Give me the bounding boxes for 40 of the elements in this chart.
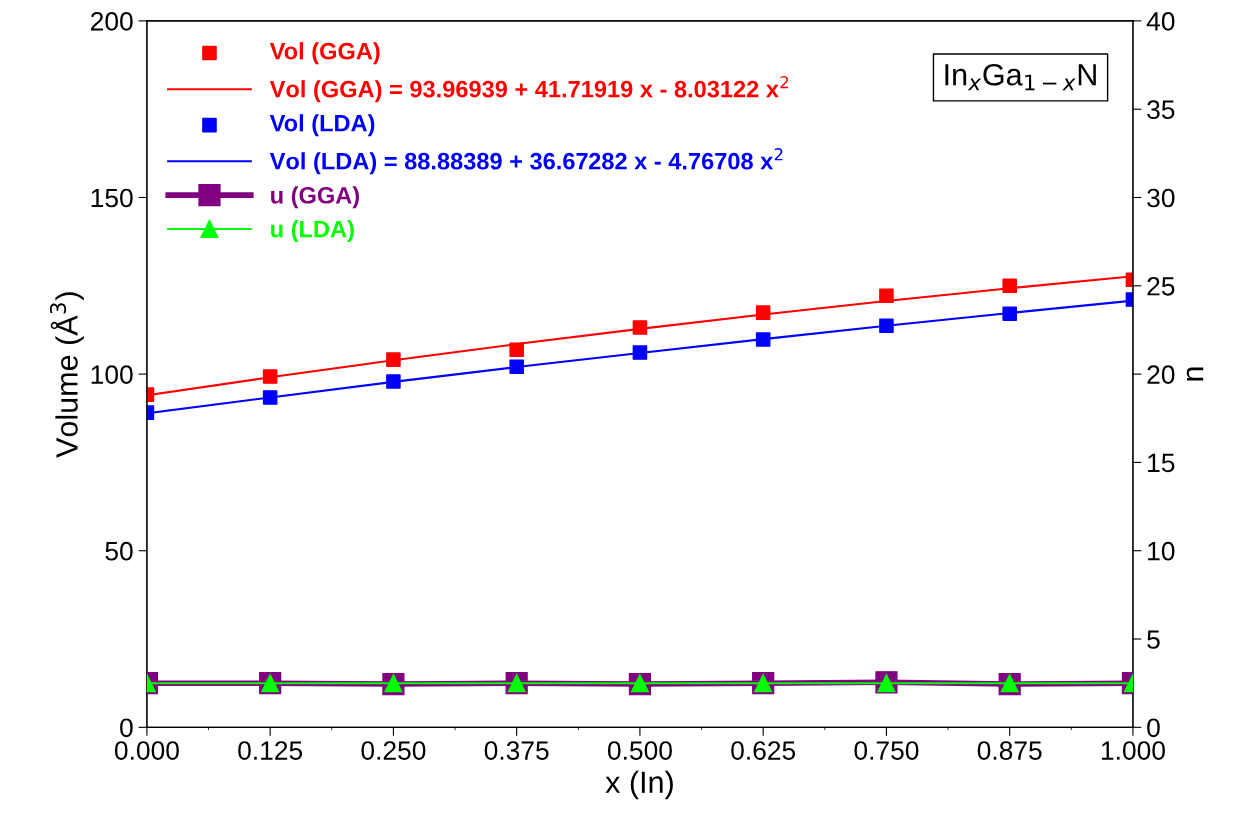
legend-label: Vol (LDA) = 88.88389 + 36.67282 x - 4.76708 x$^{2}$	[269, 148, 783, 175]
x-tick-label: 0.250	[361, 741, 426, 760]
x-tick-label: 0.750	[854, 741, 919, 760]
legend-label: Vol (GGA) = 93.96939 + 41.71919 x - 8.03122 x$^{2}$	[269, 75, 789, 103]
x-tick-label: 0.000	[114, 741, 179, 760]
x-tick-label: 0.125	[238, 741, 303, 760]
x-tick-label: 0.500	[607, 741, 672, 760]
x-tick-label: 0.375	[484, 741, 549, 760]
point	[386, 374, 401, 389]
y-tick-label: 100	[91, 365, 133, 384]
y-tick-label: 150	[91, 188, 133, 208]
y-tick-label: 200	[91, 12, 133, 31]
y2-tick-label: 40	[1146, 12, 1175, 31]
legend-label: u (LDA)	[271, 220, 354, 243]
legend-label: Vol (GGA)	[269, 42, 380, 65]
point	[879, 318, 894, 334]
y-tick-label: 50	[105, 541, 133, 561]
point	[879, 288, 894, 303]
y-tick-label: 0	[120, 718, 133, 738]
x-tick-label: 1.000	[1101, 741, 1165, 760]
point	[386, 352, 401, 367]
y2-tick-label: 15	[1148, 453, 1175, 473]
y2-tick-label: 35	[1147, 100, 1175, 120]
y2-axis-title: n	[1186, 367, 1204, 381]
x-tick-label: 0.875	[977, 741, 1042, 760]
point	[509, 359, 524, 374]
annotation: In$_{x}$Ga$_{1−x}$N	[945, 63, 1096, 91]
x-tick-label: 0.625	[731, 741, 796, 760]
y2-tick-label: 5	[1147, 630, 1160, 649]
legend-label: Vol (LDA)	[269, 114, 375, 137]
y2-tick-label: 25	[1147, 276, 1175, 296]
y2-tick-label: 0	[1147, 718, 1160, 738]
y2-tick-label: 10	[1148, 541, 1175, 561]
point	[1002, 306, 1017, 321]
y-axis-title: Volume (Å$^{3}$)	[49, 292, 84, 458]
x-axis-title: x (In)	[605, 770, 673, 800]
point	[509, 342, 524, 358]
y2-tick-label: 30	[1147, 188, 1175, 208]
legend-label: u (GGA)	[271, 186, 359, 209]
y2-tick-label: 20	[1147, 365, 1175, 384]
